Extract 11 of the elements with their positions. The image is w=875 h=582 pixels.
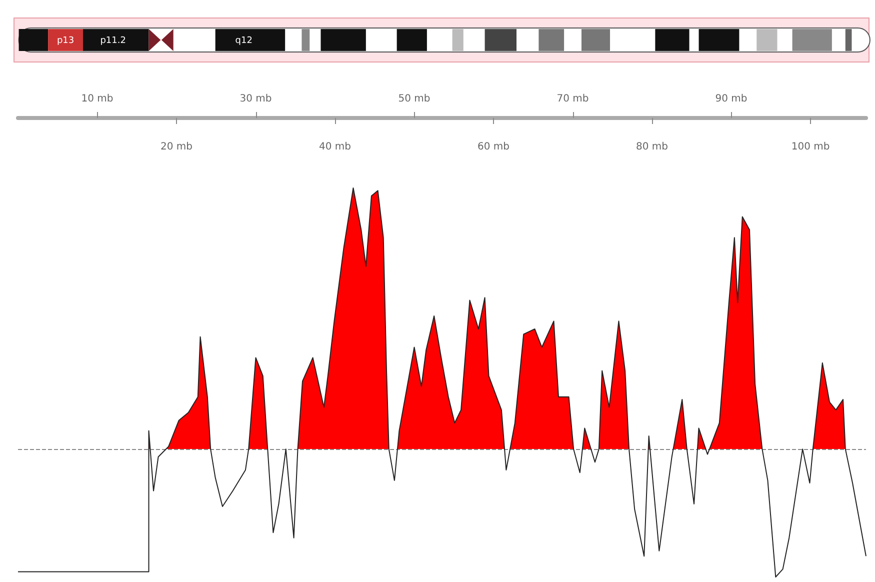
chromosome-ideogram: p13 p11.2 q12 bbox=[14, 18, 870, 62]
x-tick-label: 20 mb bbox=[160, 142, 193, 152]
x2-tick-label: 70 mb bbox=[556, 94, 589, 104]
x-tick-label: 80 mb bbox=[636, 142, 668, 152]
x2-tick-label: 50 mb bbox=[398, 94, 430, 104]
x-tick-label: 60 mb bbox=[478, 142, 510, 152]
x-tick-label: 100 mb bbox=[791, 142, 830, 152]
x-tick-label: 40 mb bbox=[319, 142, 352, 152]
x2-tick-label: 90 mb bbox=[715, 94, 748, 104]
x2-tick-label: 30 mb bbox=[240, 94, 272, 104]
x2-tick-label: 10 mb bbox=[81, 94, 114, 104]
